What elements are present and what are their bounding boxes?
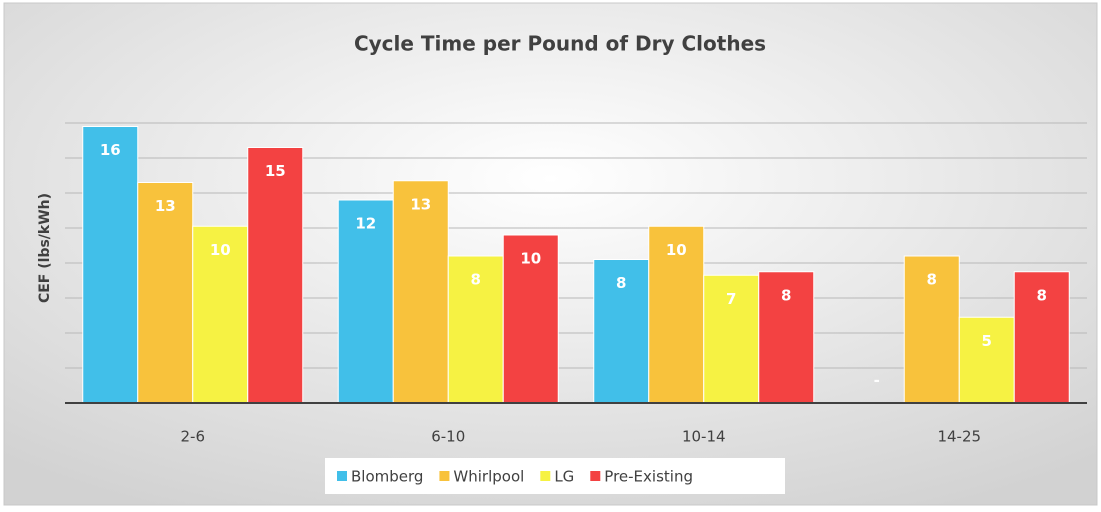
data-label: 8 [927, 271, 937, 289]
x-tick-label: 10-14 [682, 428, 726, 446]
bar [447, 255, 504, 404]
x-tick-label: 2-6 [181, 428, 206, 446]
data-label: 10 [520, 250, 541, 268]
x-tick-label: 6-10 [431, 428, 465, 446]
bar [648, 225, 705, 404]
data-label: 13 [155, 197, 176, 215]
legend-swatch [439, 471, 450, 481]
legend-swatch [337, 471, 347, 481]
y-axis-label: CEF (lbs/kWh) [37, 193, 53, 303]
data-label: 13 [410, 195, 431, 213]
bar [137, 182, 194, 404]
bar [903, 255, 960, 404]
bar [392, 180, 449, 404]
data-label: 10 [210, 241, 231, 259]
data-label: 8 [1037, 286, 1047, 304]
data-label: 8 [471, 271, 481, 289]
data-label: 16 [100, 141, 121, 159]
data-label: 15 [265, 162, 286, 180]
legend-label: Pre-Existing [604, 468, 693, 486]
legend-swatch [590, 471, 601, 481]
bar [247, 147, 304, 404]
bar [82, 126, 139, 404]
bar [337, 199, 394, 404]
legend-label: LG [554, 468, 574, 486]
data-label: - [874, 372, 880, 390]
data-label: 5 [982, 332, 992, 350]
legend-label: Blomberg [351, 468, 423, 486]
bar [192, 225, 249, 404]
chart-title: Cycle Time per Pound of Dry Clothes [354, 32, 766, 56]
data-label: 12 [355, 215, 376, 233]
legend-box [325, 458, 785, 494]
bar [1013, 271, 1070, 404]
bar [758, 271, 815, 404]
data-label: 10 [666, 241, 687, 259]
bar [958, 316, 1015, 404]
legend-label: Whirlpool [453, 468, 524, 486]
data-label: 8 [781, 286, 791, 304]
data-label: 8 [616, 274, 626, 292]
data-label: 7 [726, 290, 736, 308]
x-tick-label: 14-25 [937, 428, 981, 446]
legend-swatch [540, 471, 551, 481]
